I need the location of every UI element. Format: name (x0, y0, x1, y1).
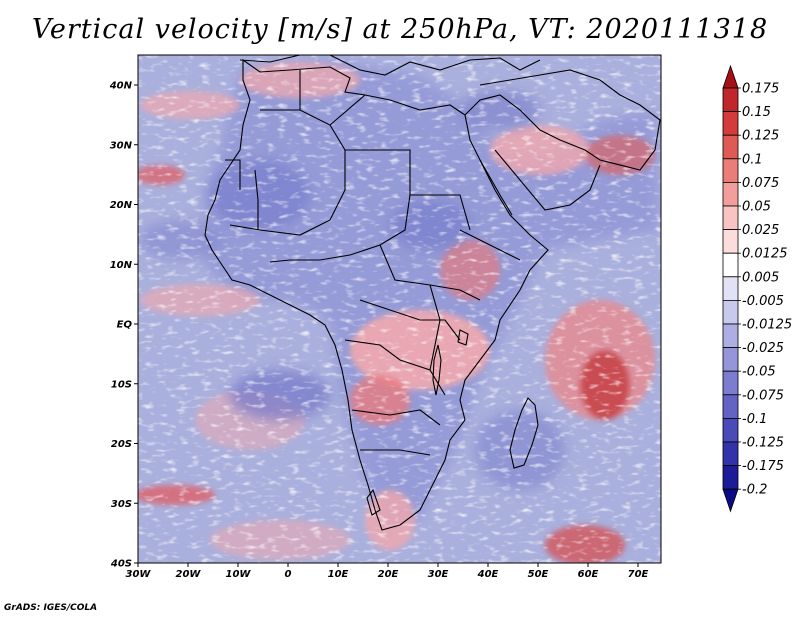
lat-label-20s: 20S (111, 439, 132, 450)
colorbar-label: 0.0125 (742, 247, 788, 262)
colorbar-label: -0.125 (742, 436, 784, 451)
colorbar-label: 0.1 (742, 152, 763, 167)
lon-label-40e: 40E (477, 569, 499, 580)
lat-label-30s: 30S (111, 499, 132, 510)
lon-label-0: 0 (285, 569, 292, 580)
colorbar-bin (722, 111, 739, 136)
colorbar-bin (722, 323, 739, 349)
colorbar-bin (722, 441, 739, 467)
colorbar-bin (722, 205, 739, 231)
plot-frame (137, 54, 662, 564)
colorbar-bin (722, 181, 739, 207)
colorbar-bin (722, 394, 739, 419)
lon-label-30w: 30W (126, 569, 152, 580)
colorbar-label: -0.025 (742, 341, 784, 356)
lat-label-40n: 40N (109, 81, 133, 92)
latitude-axis: 40N 30N 20N 10N EQ 10S 20S 30S 40S (109, 81, 138, 570)
lat-label-eq: EQ (117, 320, 133, 331)
lat-label-40s: 40S (110, 559, 132, 570)
lon-label-60e: 60E (578, 569, 599, 580)
colorbar-overflow-bottom (722, 488, 739, 513)
colorbar-bin (722, 134, 739, 160)
colorbar-bin (722, 87, 739, 113)
colorbar-label: 0.15 (742, 105, 771, 120)
velocity-field (138, 55, 661, 563)
colorbar-label: 0.175 (742, 82, 779, 97)
lon-label-20w: 20W (176, 569, 202, 580)
longitude-axis: 30W 20W 10W 0 10E 20E 30E 40E 50E 60E 70E (126, 563, 649, 580)
colorbar-bin (722, 347, 739, 372)
lat-label-10s: 10S (111, 379, 132, 390)
colorbar-label: -0.075 (742, 388, 784, 403)
colorbar-bin (722, 465, 739, 490)
colorbar-label: -0.1 (742, 412, 767, 427)
colorbar-label: -0.05 (742, 365, 776, 380)
colorbar-label: -0.005 (742, 294, 784, 309)
colorbar-bin (722, 252, 739, 278)
colorbar-bin (722, 158, 739, 183)
map-title: Vertical velocity [m/s] at 250hPa, VT: 2… (31, 14, 769, 45)
colorbar-label: -0.2 (742, 483, 767, 498)
lon-label-20e: 20E (378, 569, 399, 580)
lon-label-50e: 50E (528, 569, 549, 580)
lat-label-30n: 30N (110, 140, 133, 151)
lat-label-20n: 20N (110, 200, 133, 211)
colorbar-label: 0.075 (742, 176, 779, 191)
colorbar-bin (722, 417, 739, 443)
colorbar-label: 0.005 (742, 270, 779, 285)
colorbar-bin (722, 370, 739, 396)
lon-label-10e: 10E (328, 569, 349, 580)
colorbar-bin (722, 229, 739, 254)
colorbar-label: -0.0125 (742, 318, 792, 333)
colorbar-bin (722, 276, 739, 301)
colorbar-label: 0.125 (742, 129, 779, 144)
colorbar-label: 0.025 (742, 223, 779, 238)
colorbar: 0.175 0.15 0.125 0.1 0.075 0.05 0.025 0.0125 0.0… (722, 64, 792, 513)
footer-credit: GrADS: IGES/COLA (4, 603, 98, 613)
colorbar-bin (722, 299, 739, 325)
lon-label-30e: 30E (428, 569, 449, 580)
lat-label-10n: 10N (110, 260, 133, 271)
lon-label-70e: 70E (628, 569, 649, 580)
colorbar-overflow-top (722, 64, 739, 89)
colorbar-label: -0.175 (742, 459, 784, 474)
colorbar-label: 0.05 (742, 200, 771, 215)
lon-label-10w: 10W (226, 569, 252, 580)
coastlines (204, 55, 661, 531)
